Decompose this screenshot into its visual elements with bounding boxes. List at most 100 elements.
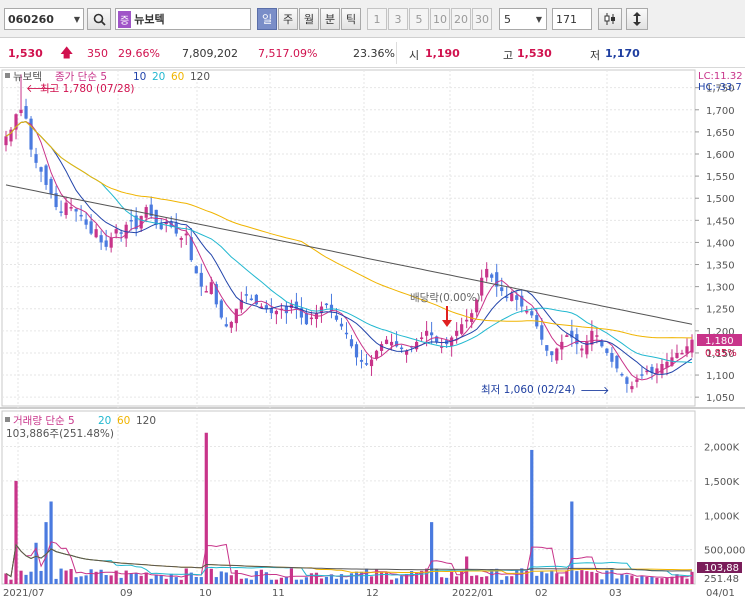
tab-month[interactable]: 월: [299, 8, 319, 30]
volume-bar: [4, 573, 8, 584]
candle-body: [244, 294, 248, 296]
interval-3-button[interactable]: 3: [388, 8, 408, 30]
turnover-rate: 23.36%: [353, 47, 395, 60]
tab-day[interactable]: 일: [257, 8, 277, 30]
search-button[interactable]: [87, 8, 111, 30]
price-tick-label: 1,250: [706, 305, 735, 316]
count-input[interactable]: 171: [552, 8, 592, 30]
ma-select[interactable]: 5 ▼: [499, 8, 547, 30]
volume-bar: [39, 570, 43, 584]
candle-body: [159, 223, 163, 230]
volume-bar: [615, 578, 619, 584]
interval-5-button[interactable]: 5: [409, 8, 429, 30]
price-tick-label: 1,500: [706, 194, 735, 205]
volume-bar: [670, 576, 674, 584]
volume-bar: [319, 578, 324, 584]
open-label: 시: [409, 49, 420, 62]
candle-body: [79, 214, 83, 217]
volume-bar: [349, 573, 354, 584]
volume-bar: [139, 575, 143, 584]
candle-body: [64, 202, 68, 216]
price-tick-label: 1,600: [706, 150, 735, 161]
interval-10-button[interactable]: 10: [430, 8, 450, 30]
hc-label: HC:-33.7: [698, 82, 742, 93]
interval-30-button[interactable]: 30: [472, 8, 492, 30]
tab-week[interactable]: 주: [278, 8, 298, 30]
volume-bar: [44, 522, 48, 584]
low-arrow-icon: 🡒: [580, 384, 610, 397]
candle-body: [615, 355, 619, 369]
price-legend-ma: 종가 단순 5: [55, 71, 107, 83]
candle-body: [214, 284, 218, 305]
dividend-label: 배당락(0.00%): [410, 292, 481, 304]
volume-bar: [84, 575, 88, 584]
candle-icon: [604, 13, 615, 25]
interval-20-button[interactable]: 20: [451, 8, 471, 30]
volume-bar: [329, 574, 334, 584]
candle-body: [179, 238, 183, 240]
volume-bar: [109, 575, 113, 584]
candle-body: [99, 235, 103, 243]
lc-label: LC:11.32: [698, 71, 743, 82]
candle-body: [620, 373, 624, 376]
change-value: 350: [87, 47, 108, 60]
candle-body: [635, 379, 639, 382]
volume-bar: [134, 572, 138, 584]
candle-body: [460, 324, 464, 334]
stock-name-text: 뉴보텍: [134, 13, 165, 26]
candle-body: [324, 303, 329, 306]
low-label: 저: [590, 49, 601, 62]
chart-type-button[interactable]: [598, 8, 622, 30]
volume-tag-text: 103,88: [704, 563, 739, 574]
candle-body: [39, 167, 43, 172]
time-label: 12: [366, 588, 379, 599]
tab-minute[interactable]: 분: [320, 8, 340, 30]
volume-bar: [354, 571, 359, 584]
price-tick-label: 1,450: [706, 216, 735, 227]
volume-bar: [635, 578, 639, 584]
volume-bar: [520, 568, 524, 584]
volume-bar: [445, 577, 449, 584]
low-annotation: 최저 1,060 (02/24): [481, 384, 576, 396]
volume-bar: [69, 568, 73, 584]
dropdown-arrow-icon[interactable]: ▼: [73, 14, 80, 24]
candle-body: [334, 315, 339, 320]
volume-bar: [269, 579, 273, 584]
stock-chart[interactable]: 1,750 1,700 1,650 1,600 1,550 1,500 1,450 1,400…: [0, 68, 745, 602]
volume-bar: [535, 575, 539, 584]
volume-bar: [159, 575, 163, 584]
price-info-bar: 1,530 🡅 350 29.66% 7,809,202 7,517.09% 2…: [0, 38, 745, 68]
volume-bar: [174, 577, 178, 584]
updown-button[interactable]: [626, 8, 648, 30]
interval-1-button[interactable]: 1: [367, 8, 387, 30]
volume-bar: [359, 571, 364, 584]
tab-tick[interactable]: 틱: [341, 8, 361, 30]
volume-bar: [229, 575, 233, 584]
volume-bar: [364, 568, 369, 584]
candle-body: [69, 207, 73, 209]
price-tick-label: 1,050: [706, 393, 735, 404]
volume-bar: [54, 578, 58, 584]
candle-body: [500, 287, 504, 292]
ma-60-line: [5, 121, 692, 339]
candle-body: [319, 306, 324, 314]
candle-body: [630, 386, 634, 390]
candle-body: [184, 233, 188, 236]
candle-body: [605, 348, 609, 353]
candle-body: [485, 268, 489, 278]
candle-body: [249, 298, 253, 301]
volume-bar: [475, 575, 479, 584]
candle-body: [29, 118, 33, 150]
candle-body: [104, 240, 108, 247]
volume-pct-text: 251.48: [704, 574, 739, 585]
price-tick-label: 1,100: [706, 371, 735, 382]
volume-bar: [89, 569, 93, 584]
ma-20-line: [5, 121, 693, 364]
stock-code-input[interactable]: 060260 ▼: [4, 8, 84, 30]
volume-bar: [450, 571, 454, 584]
time-label: 10: [199, 588, 212, 599]
candle-body: [94, 229, 98, 238]
stock-name-field[interactable]: 증 뉴보텍: [115, 8, 251, 30]
volume-bar: [264, 572, 268, 584]
chart-area[interactable]: 1,750 1,700 1,650 1,600 1,550 1,500 1,450 1,400…: [0, 68, 745, 602]
